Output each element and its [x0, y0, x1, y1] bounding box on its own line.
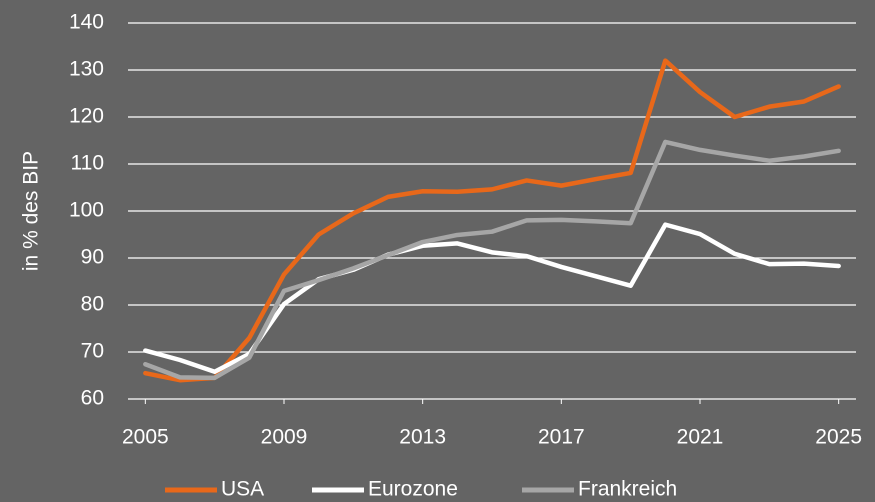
y-tick-label: 80	[81, 293, 104, 316]
y-tick-label: 140	[69, 11, 104, 34]
y-axis-label: in % des BIP	[20, 151, 43, 271]
series-line	[143, 139, 841, 381]
y-tick-label: 60	[81, 387, 104, 410]
y-tick-label: 100	[69, 199, 104, 222]
x-tick-label: 2021	[677, 426, 724, 449]
x-tick-label: 2009	[261, 426, 308, 449]
x-tick-label: 2005	[122, 426, 169, 449]
y-tick-label: 130	[69, 58, 104, 81]
series-line	[143, 58, 841, 383]
x-tick-label: 2013	[399, 426, 446, 449]
y-tick-label: 70	[81, 340, 104, 363]
legend-label: Frankreich	[578, 478, 677, 501]
y-tick-label: 120	[69, 105, 104, 128]
y-tick-label: 110	[71, 152, 104, 175]
legend-label: Eurozone	[368, 478, 458, 501]
x-tick-label: 2025	[815, 426, 862, 449]
y-tick-label: 90	[81, 246, 104, 269]
x-tick-label: 2017	[538, 426, 585, 449]
legend-label: USA	[221, 478, 264, 501]
